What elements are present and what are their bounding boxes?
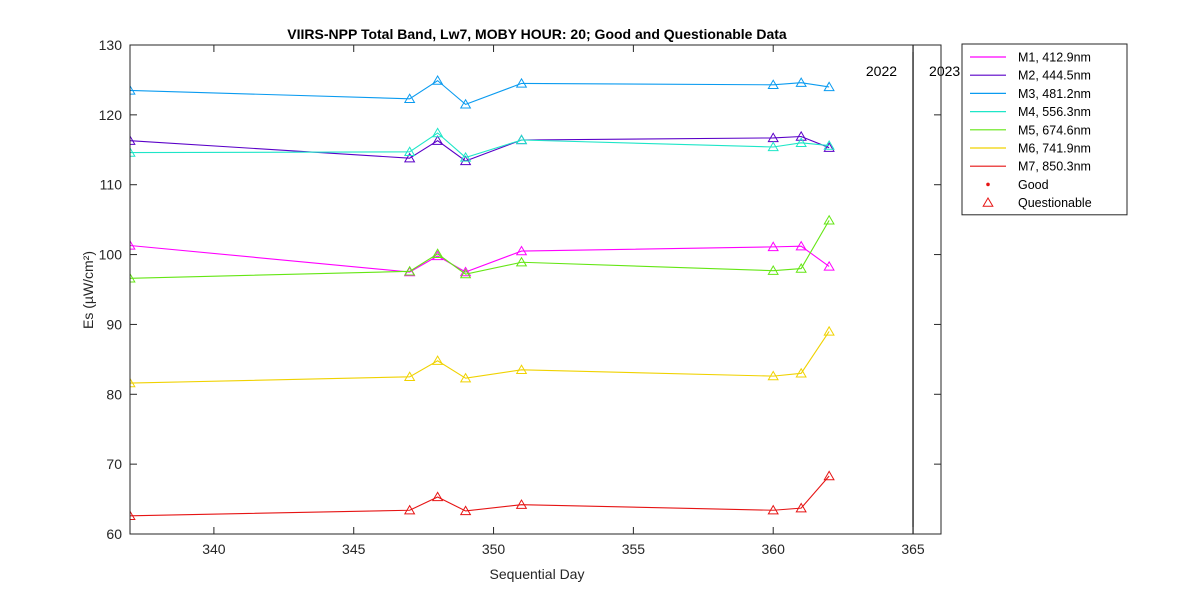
series-line-7: [129, 475, 830, 517]
series-2-point-7: [795, 130, 807, 141]
series-1-point-6: [767, 241, 779, 252]
x-tick-label: 365: [901, 541, 925, 557]
y-tick-label: 90: [106, 316, 122, 332]
legend-label-3: M3, 481.2nm: [1018, 87, 1091, 101]
y-tick-label: 70: [106, 456, 122, 472]
series-1-point-8: [823, 260, 835, 271]
legend: M1, 412.9nm M2, 444.5nm M3, 481.2nm M4, 556…: [961, 43, 1128, 216]
series-5-point-6: [767, 265, 779, 275]
series-4-point-3: [431, 127, 444, 138]
series-4-point-4: [459, 151, 472, 162]
series-line-6: [129, 331, 830, 384]
series-5-point-2: [403, 265, 416, 276]
series-5-point-8: [823, 214, 835, 225]
series-line-1: [129, 244, 830, 273]
plot-left-mask: [0, 45, 130, 534]
x-tick-label: 350: [482, 541, 506, 557]
series-7-point-2: [403, 504, 416, 515]
x-tick-label: 340: [202, 541, 226, 557]
legend-marker-label-1: Good: [1018, 178, 1049, 192]
y-tick-label: 80: [106, 386, 122, 402]
series-line-3: [129, 79, 830, 106]
series-5-point-3: [431, 248, 444, 259]
legend-label-6: M6, 741.9nm: [1018, 142, 1091, 156]
y-tick-label: 60: [106, 526, 122, 542]
series-7-point-8: [823, 470, 835, 481]
x-tick-label: 355: [622, 541, 646, 557]
series-3-point-8: [823, 81, 835, 92]
series-3-point-5: [515, 77, 528, 88]
series-7-point-6: [767, 504, 779, 515]
axes-frame: [129, 44, 942, 535]
series-1-point-7: [795, 240, 807, 251]
series-2-point-4: [459, 155, 472, 166]
x-tick-label: 360: [762, 541, 786, 557]
series-3-point-2: [403, 93, 416, 103]
series-7-point-4: [459, 505, 472, 516]
y-tick-label: 100: [99, 247, 123, 263]
legend-label-4: M4, 556.3nm: [1018, 105, 1091, 119]
y-tick-label: 130: [99, 37, 123, 53]
series-7-point-5: [515, 499, 528, 509]
series-7-point-3: [431, 491, 444, 502]
series-5-point-4: [459, 268, 472, 279]
series-7-point-7: [795, 502, 807, 513]
axes: 340 345 350 355 360 365 60 70 80 90 100 110 120 130: [99, 37, 942, 557]
legend-label-1: M1, 412.9nm: [1018, 51, 1091, 65]
series-line-5: [129, 220, 830, 279]
series-6-point-4: [459, 372, 472, 383]
year-label-right: 2023: [929, 63, 960, 79]
y-axis-label: Es (µW/cm²): [80, 251, 96, 329]
series-4-point-6: [767, 141, 779, 152]
legend-marker-label-2: Questionable: [1018, 196, 1092, 210]
y-tick-label: 120: [99, 107, 123, 123]
legend-questionable-marker: [982, 197, 994, 207]
series-3-point-4: [459, 98, 472, 109]
series-5-point-5: [515, 256, 528, 267]
data-layer: 2022 2023: [0, 45, 960, 534]
series-2-point-3: [431, 135, 444, 145]
series-5-point-7: [795, 262, 807, 273]
legend-label-7: M7, 850.3nm: [1018, 160, 1091, 174]
x-axis-label: Sequential Day: [490, 566, 585, 582]
series-3-point-7: [795, 77, 807, 87]
series-6-point-6: [767, 370, 779, 381]
year-label-left: 2022: [866, 63, 897, 79]
series-1-point-5: [515, 245, 528, 256]
series-4-point-7: [795, 137, 807, 147]
series-1-point-4: [459, 266, 472, 277]
series-6-point-8: [823, 325, 835, 336]
legend-label-5: M5, 674.6nm: [1018, 123, 1091, 137]
series-line-4: [129, 132, 830, 159]
series-3-point-3: [431, 75, 444, 85]
series-6-point-3: [431, 355, 444, 365]
series-3-point-6: [767, 79, 779, 89]
chart-title: VIIRS-NPP Total Band, Lw7, MOBY HOUR: 20…: [287, 26, 787, 42]
series-4-point-8: [823, 140, 835, 150]
series-6-point-5: [515, 364, 528, 375]
series-4-point-2: [403, 146, 416, 157]
series-6-point-2: [403, 371, 416, 382]
legend-good-marker: [986, 182, 990, 187]
series-2-point-2: [403, 152, 416, 163]
legend-label-2: M2, 444.5nm: [1018, 69, 1091, 83]
series-2-point-8: [823, 142, 835, 152]
y-tick-label: 110: [100, 177, 123, 193]
series-6-point-7: [795, 367, 807, 378]
series-4-point-5: [515, 134, 528, 145]
plot-area: [130, 45, 941, 534]
x-tick-label: 345: [342, 541, 366, 557]
